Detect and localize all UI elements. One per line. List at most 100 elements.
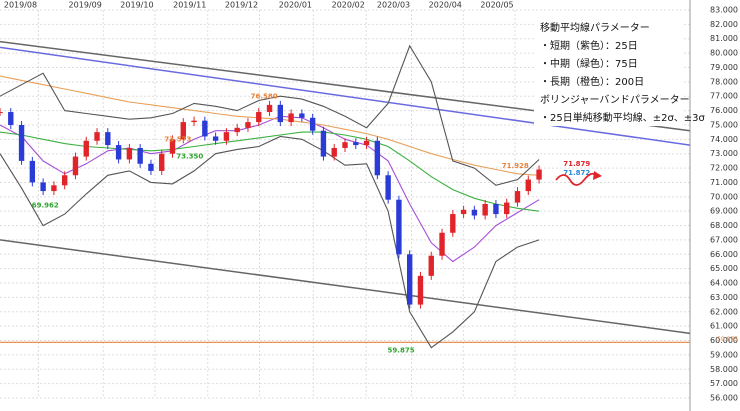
y-tick-label: 62.000: [710, 307, 738, 316]
candle: [8, 112, 14, 125]
y-tick-label: 77.000: [710, 92, 738, 101]
y-tick-label: 82.000: [710, 20, 738, 29]
y-tick-label: 78.000: [710, 77, 738, 86]
y-tick-label: 70.000: [710, 192, 738, 201]
candle: [331, 147, 337, 157]
indicator-line: [0, 131, 540, 212]
candle: [83, 140, 89, 157]
y-tick-label: 59.000: [710, 350, 738, 359]
price-annotation: 71.879: [563, 160, 590, 168]
y-tick-label: 67.000: [710, 235, 738, 244]
candle: [256, 112, 262, 123]
candle: [450, 214, 456, 233]
candle: [374, 140, 381, 176]
y-tick-label: 58.000: [710, 365, 738, 374]
candle: [137, 147, 143, 164]
note-line: ボリンジャーバンドパラメーター: [540, 94, 690, 106]
candle: [428, 255, 434, 276]
y-tick-label: 68.000: [710, 221, 738, 230]
y-tick-label: 83.000: [710, 6, 738, 15]
y-tick-label: 60.000: [710, 336, 738, 345]
candle: [223, 132, 230, 141]
price-annotation: 71.872: [563, 169, 590, 177]
candle: [169, 139, 176, 154]
candle: [525, 179, 531, 192]
x-tick-label: 2019/11: [173, 1, 206, 10]
horizontal-line-label: 59.875: [717, 336, 738, 343]
y-tick-label: 56.000: [710, 394, 738, 403]
y-tick-label: 80.000: [710, 49, 738, 58]
x-tick-label: 2020/04: [429, 1, 462, 10]
y-tick-label: 73.000: [710, 149, 738, 158]
candle: [115, 145, 122, 160]
candle: [0, 112, 3, 114]
candle: [148, 163, 154, 171]
y-tick-label: 71.000: [710, 178, 738, 187]
price-annotation: 76.580: [251, 92, 278, 100]
candle: [482, 204, 488, 216]
candle: [439, 232, 445, 256]
trend-line: [0, 239, 691, 335]
y-tick-label: 63.000: [710, 293, 738, 302]
forecast-arrow: [555, 172, 597, 186]
trend-line: [0, 46, 691, 146]
y-tick-label: 65.000: [710, 264, 738, 273]
candle: [191, 120, 197, 123]
candle: [234, 127, 240, 133]
indicator-line: [0, 75, 540, 176]
candle: [460, 209, 467, 215]
candle: [309, 117, 316, 131]
candle: [288, 113, 294, 123]
candle: [417, 275, 424, 305]
y-tick-label: 64.000: [710, 279, 738, 288]
candle: [406, 254, 413, 305]
candle: [180, 122, 186, 140]
x-tick-label: 2020/01: [279, 1, 312, 10]
x-tick-label: 2020/03: [377, 1, 410, 10]
candle: [493, 204, 499, 215]
candle: [29, 160, 36, 183]
price-annotation: 69.962: [32, 201, 59, 209]
candle: [94, 132, 100, 141]
candle: [277, 104, 284, 123]
candle: [396, 199, 402, 255]
indicator-line: [0, 115, 540, 263]
note-line: ・中期（緑色）：75日: [540, 57, 638, 70]
y-tick-label: 75.000: [710, 120, 738, 129]
y-tick-label: 66.000: [710, 250, 738, 259]
candle: [514, 191, 521, 203]
forecast-arrow-head: [593, 171, 602, 180]
y-tick-label: 76.000: [710, 106, 738, 115]
candle: [342, 142, 348, 148]
candle: [363, 140, 370, 146]
candle: [353, 142, 359, 146]
candle: [202, 120, 208, 137]
price-annotation: 59.875: [388, 346, 415, 354]
note-line: 移動平均線パラメーター: [540, 21, 650, 34]
y-tick-label: 72.000: [710, 164, 738, 173]
x-tick-label: 2020/02: [332, 1, 365, 10]
x-tick-label: 2020/05: [480, 1, 513, 10]
candle: [105, 132, 111, 146]
candle: [266, 104, 273, 113]
candle: [72, 156, 79, 176]
candle: [471, 209, 478, 216]
y-tick-label: 74.000: [710, 135, 738, 144]
x-tick-label: 2019/10: [120, 1, 153, 10]
price-annotation: 73.573: [164, 135, 191, 143]
candle: [126, 147, 133, 160]
price-annotation: 73.350: [176, 153, 203, 161]
candle: [320, 130, 327, 157]
price-annotation: 71.928: [502, 162, 529, 170]
candle: [40, 182, 46, 192]
y-tick-label: 81.000: [710, 34, 738, 43]
note-line: ・25日単純移動平均線、±2σ、±3σ: [540, 111, 706, 124]
y-tick-label: 79.000: [710, 63, 738, 72]
candle: [159, 153, 165, 171]
candle: [385, 175, 391, 200]
note-line: ・短期（紫色）：25日: [540, 39, 638, 52]
y-tick-label: 57.000: [710, 379, 738, 388]
x-tick-label: 2019/12: [225, 1, 258, 10]
